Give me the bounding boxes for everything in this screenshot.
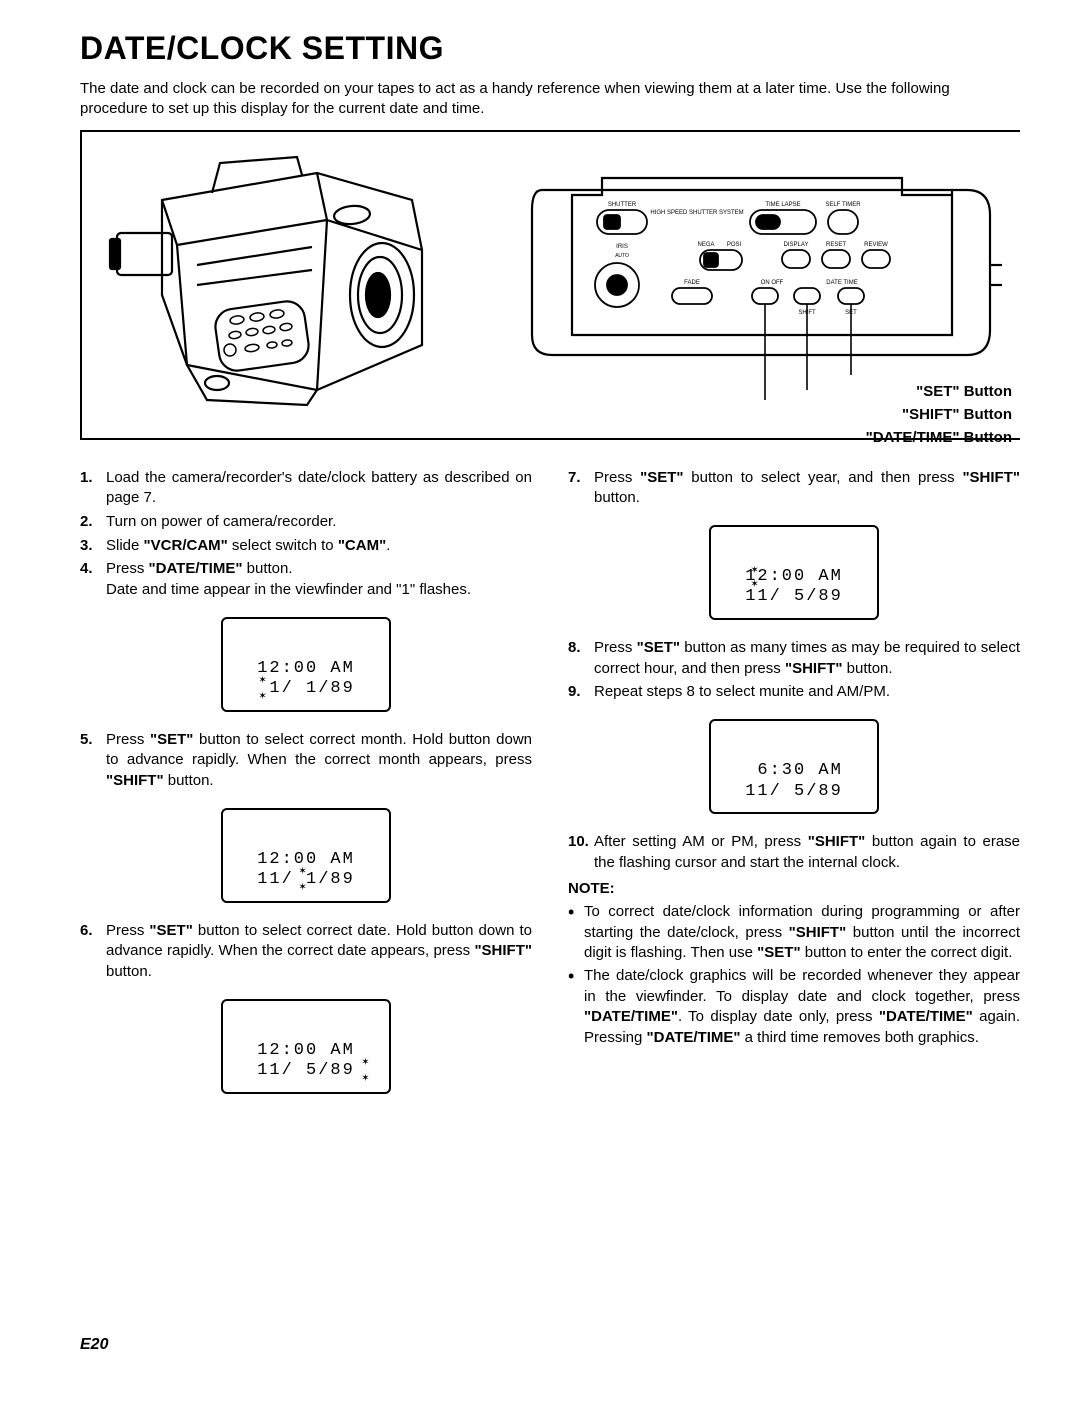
camera-illustration [102,155,482,415]
intro-text: The date and clock can be recorded on yo… [80,79,1020,120]
instruction-columns: 1.Load the camera/recorder's date/clock … [80,468,1020,1112]
step-9: Repeat steps 8 to select munite and AM/P… [594,682,1020,703]
svg-text:SHUTTER: SHUTTER [608,202,637,208]
step-3: Slide "VCR/CAM" select switch to "CAM". [106,536,532,557]
svg-text:IRIS: IRIS [616,244,628,250]
svg-text:SELF TIMER: SELF TIMER [825,202,861,208]
note-1: To correct date/clock information during… [568,902,1020,964]
svg-text:FADE: FADE [684,280,700,286]
step-10: After setting AM or PM, press "SHIFT" bu… [594,832,1020,873]
note-heading: NOTE: [568,879,1020,900]
step-5: Press "SET" button to select correct mon… [106,730,532,792]
svg-text:HIGH SPEED SHUTTER SYSTEM: HIGH SPEED SHUTTER SYSTEM [650,210,743,216]
svg-text:POSI: POSI [727,242,742,248]
lcd-display-4: 12:00 AM 11/ 5/89 ✶ ✶ [709,525,879,620]
camera-svg [102,155,482,415]
step-2: Turn on power of camera/recorder. [106,512,532,533]
svg-text:ON OFF: ON OFF [761,280,784,286]
svg-text:TIME LAPSE: TIME LAPSE [765,202,800,208]
lcd-display-3: 12:00 AM 11/ 5/89 ✶ ✶ [221,999,391,1094]
svg-text:DISPLAY: DISPLAY [784,242,809,248]
svg-text:NEGA: NEGA [697,242,714,248]
left-column: 1.Load the camera/recorder's date/clock … [80,468,532,1112]
svg-text:REVIEW: REVIEW [864,242,888,248]
svg-text:SET: SET [845,310,857,316]
label-shift-button: "SHIFT" Button [866,403,1012,426]
svg-text:DATE TIME: DATE TIME [826,280,857,286]
page-title: DATE/CLOCK SETTING [80,30,1020,67]
step-6: Press "SET" button to select correct dat… [106,921,532,983]
figure-box: SHUTTER HIGH SPEED SHUTTER SYSTEM TIME L… [80,130,1020,440]
panel-svg: SHUTTER HIGH SPEED SHUTTER SYSTEM TIME L… [522,170,1002,400]
step-4: Press "DATE/TIME" button.Date and time a… [106,559,532,600]
svg-text:RESET: RESET [826,242,846,248]
control-panel-illustration: SHUTTER HIGH SPEED SHUTTER SYSTEM TIME L… [522,170,1002,400]
panel-callout-labels: "SET" Button "SHIFT" Button "DATE/TIME" … [866,380,1012,450]
step-8: Press "SET" button as many times as may … [594,638,1020,679]
right-column: 7.Press "SET" button to select year, and… [568,468,1020,1112]
step-7: Press "SET" button to select year, and t… [594,468,1020,509]
note-2: The date/clock graphics will be recorded… [568,966,1020,1049]
step-1: Load the camera/recorder's date/clock ba… [106,468,532,509]
lcd-display-2: 12:00 AM 11/ 1/89 ✶ ✶ [221,808,391,903]
svg-text:SHIFT: SHIFT [798,310,816,316]
lcd-display-5: 6:30 AM 11/ 5/89 [709,719,879,814]
label-datetime-button: "DATE/TIME" Button [866,426,1012,449]
page-number: E20 [80,1336,108,1354]
svg-text:AUTO: AUTO [615,253,629,259]
lcd-display-1: 12:00 AM 1/ 1/89 ✶ ✶ [221,617,391,712]
label-set-button: "SET" Button [866,380,1012,403]
